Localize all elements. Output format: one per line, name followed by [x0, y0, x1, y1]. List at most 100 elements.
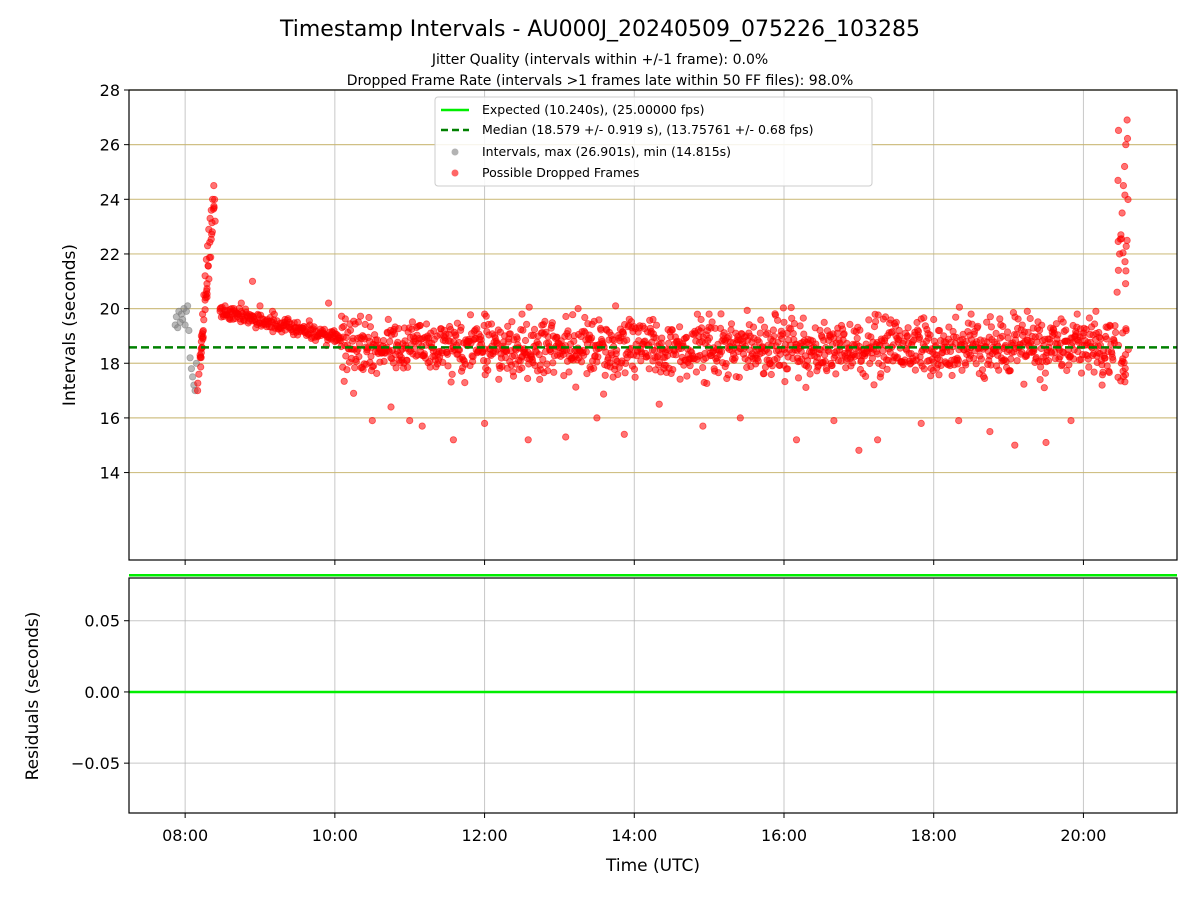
x-tick-label: 20:00: [1060, 826, 1106, 845]
dropped-frame-point: [967, 310, 975, 318]
dropped-frame-point: [792, 436, 801, 444]
dropped-frame-point: [769, 326, 778, 334]
legend-median-label: Median (18.579 +/- 0.919 s), (13.75761 +…: [482, 122, 813, 137]
dropped-frame-point: [1020, 380, 1028, 388]
dropped-frame-point: [408, 318, 416, 326]
dropped-frame-point: [911, 366, 920, 374]
dropped-frame-point: [237, 299, 245, 307]
dropped-frame-point: [406, 416, 414, 425]
dropped-frame-point: [1122, 141, 1130, 149]
dropped-frame-point: [972, 360, 980, 368]
dropped-frame-point: [986, 313, 994, 321]
dropped-frame-point: [935, 326, 944, 335]
residuals-y-tick-label: 0.05: [84, 612, 120, 631]
dropped-frame-point: [194, 379, 202, 387]
dropped-frame-point: [983, 318, 991, 326]
dropped-frame-point: [658, 334, 666, 342]
dropped-frame-point: [1123, 116, 1131, 124]
dropped-frame-point: [868, 354, 877, 362]
interval-point: [181, 321, 189, 329]
dropped-frame-point: [562, 312, 570, 321]
dropped-frame-point: [368, 416, 376, 425]
dropped-frame-point: [820, 318, 828, 326]
dropped-frame-point: [243, 313, 252, 321]
dropped-frame-point: [387, 403, 395, 411]
dropped-frame-point: [699, 363, 707, 372]
dropped-frame-point: [204, 262, 212, 270]
dropped-frame-point: [346, 326, 355, 334]
legend-intervals-label: Intervals, max (26.901s), min (14.815s): [482, 144, 731, 159]
residuals-panel: 0.05 0.00 −0.05 08:00 10:00 12:00 14:00 16:00 1…: [23, 577, 1178, 876]
dropped-frame-point: [480, 419, 489, 427]
legend-dropped-label: Possible Dropped Frames: [482, 165, 639, 180]
legend-dropped-marker: [451, 169, 459, 177]
dropped-frame-point: [1011, 441, 1019, 449]
dropped-frame-point: [1122, 280, 1130, 288]
dropped-frame-point: [484, 366, 492, 374]
dropped-frame-point: [466, 311, 475, 319]
dropped-frame-point: [823, 367, 831, 375]
dropped-frame-point: [1046, 338, 1054, 347]
dropped-frame-point: [757, 316, 765, 324]
dropped-frame-point: [1114, 126, 1123, 134]
dropped-frame-point: [904, 324, 912, 332]
dropped-frame-point: [780, 318, 788, 326]
dropped-frame-point: [995, 366, 1003, 374]
dropped-frame-point: [256, 302, 264, 310]
dropped-frame-point: [562, 433, 570, 441]
dropped-frame-point: [384, 315, 392, 323]
dropped-frame-point: [1114, 266, 1123, 274]
dropped-frame-point: [369, 362, 378, 370]
dropped-frame-point: [449, 436, 457, 444]
dropped-frame-point: [1119, 182, 1128, 190]
dropped-frame-point: [962, 361, 970, 369]
dropped-frame-point: [209, 205, 218, 213]
dropped-frame-point: [519, 326, 527, 334]
dropped-frame-point: [1109, 356, 1117, 364]
dropped-frame-point: [945, 323, 953, 331]
dropped-frame-point: [794, 374, 803, 382]
dropped-frame-point: [550, 368, 558, 376]
legend-box: [434, 96, 873, 187]
dropped-frame-point: [355, 352, 363, 361]
dropped-frame-point: [915, 333, 924, 341]
dropped-frame-point: [697, 315, 705, 324]
dropped-frame-point: [483, 357, 491, 365]
dropped-frame-point: [1024, 328, 1032, 336]
dropped-frame-point: [1122, 242, 1130, 250]
dropped-frame-point: [874, 350, 882, 358]
dropped-frame-point: [855, 446, 863, 454]
intervals-panel: 14 16 18 20 22 24 26 28 Intervals (seconds) Exp…: [60, 81, 1178, 577]
dropped-frame-point: [541, 317, 549, 325]
dropped-frame-point: [331, 332, 339, 340]
dropped-frame-point: [877, 370, 885, 378]
dropped-frame-point: [1119, 329, 1127, 337]
dropped-frame-point: [749, 323, 758, 331]
dropped-frame-point: [760, 323, 769, 331]
dropped-frame-point: [1114, 237, 1122, 246]
interval-point: [185, 326, 193, 335]
dropped-frame-point: [1113, 288, 1121, 296]
dropped-frame-point: [705, 334, 714, 342]
dropped-frame-point: [637, 357, 645, 365]
dropped-frame-point: [199, 328, 207, 336]
dropped-frame-point: [955, 303, 964, 311]
dropped-frame-point: [495, 375, 503, 383]
dropped-frame-point: [992, 329, 1000, 337]
dropped-frame-point: [787, 303, 795, 312]
dropped-frame-point: [367, 352, 375, 360]
x-tick-label: 12:00: [462, 826, 508, 845]
dropped-frame-point: [802, 383, 810, 391]
legend: Expected (10.240s), (25.00000 fps) Media…: [434, 96, 873, 187]
dropped-frame-point: [830, 416, 838, 425]
dropped-frame-point: [825, 347, 833, 355]
dropped-frame-point: [789, 329, 797, 338]
dropped-frame-point: [935, 371, 943, 379]
interval-point: [184, 302, 192, 310]
dropped-frame-point: [783, 365, 792, 373]
dropped-frame-point: [356, 312, 365, 320]
dropped-frame-point: [717, 348, 726, 356]
dropped-frame-point: [524, 436, 532, 444]
dropped-frame-point: [920, 365, 928, 373]
